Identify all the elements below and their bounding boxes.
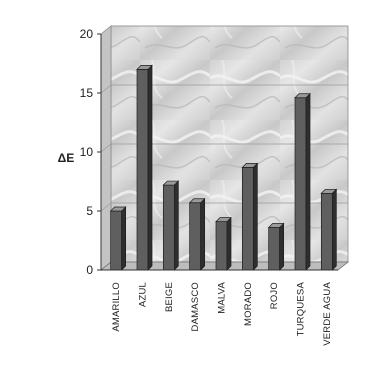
bar-front xyxy=(320,192,333,271)
x-category-label: ROJO xyxy=(269,282,280,309)
y-axis-title: ΔE xyxy=(58,151,75,165)
bar-top xyxy=(109,206,127,212)
bar-front xyxy=(162,184,175,271)
y-axis-ticks: 0 5 10 15 20 xyxy=(80,27,338,277)
bar-front xyxy=(268,227,281,271)
bar-side xyxy=(147,64,153,271)
bar-front xyxy=(110,210,123,271)
bar-front xyxy=(294,97,307,271)
bar-top xyxy=(320,188,338,194)
bar-side xyxy=(121,206,127,271)
bar-side xyxy=(331,188,337,271)
bar-top xyxy=(241,162,259,168)
y-tick-label: 15 xyxy=(80,86,94,100)
bar-side xyxy=(173,180,179,271)
bar-front xyxy=(241,166,254,271)
bar xyxy=(267,222,285,271)
bar-side xyxy=(279,222,285,271)
bar-top xyxy=(294,93,311,99)
bar xyxy=(215,216,232,271)
bar-top xyxy=(215,217,232,222)
bar-side xyxy=(252,162,258,271)
y-tick-label: 0 xyxy=(86,263,93,277)
bars-group xyxy=(109,64,338,271)
y-tick-label: 10 xyxy=(80,145,94,159)
bar-top xyxy=(162,180,180,186)
bar xyxy=(188,197,206,271)
x-category-label: VERDE AGUA xyxy=(322,282,333,346)
gridlines xyxy=(100,25,348,212)
x-category-label: MORADO xyxy=(243,282,254,326)
bar xyxy=(109,206,127,271)
gridline xyxy=(100,25,348,35)
bar-top xyxy=(136,65,153,70)
bar-front xyxy=(189,202,202,271)
x-category-label: DAMASCO xyxy=(190,282,201,331)
gridline xyxy=(100,143,348,153)
bar xyxy=(320,188,338,271)
bar-top xyxy=(267,223,285,228)
gridline xyxy=(100,84,348,94)
gridline xyxy=(100,202,348,212)
bar xyxy=(162,180,180,271)
bar-side xyxy=(226,216,232,271)
bar xyxy=(294,92,311,271)
x-category-label: MALVA xyxy=(217,282,228,314)
bar xyxy=(241,162,259,271)
bar-front xyxy=(215,221,228,271)
x-axis-labels: AMARILLO AZUL BEIGE DAMASCO MALVA MORADO ROJO T… xyxy=(111,282,333,346)
bar-side xyxy=(200,197,206,271)
x-category-label: AZUL xyxy=(138,282,149,307)
y-tick-label: 5 xyxy=(86,204,93,218)
bar-top xyxy=(188,198,206,204)
x-category-label: BEIGE xyxy=(164,282,175,312)
x-category-label: TURQUESA xyxy=(296,282,307,337)
bar-front xyxy=(136,69,149,271)
bar xyxy=(136,64,153,271)
bar-side xyxy=(305,92,311,271)
y-tick-label: 20 xyxy=(80,27,94,41)
x-category-label: AMARILLO xyxy=(111,282,122,332)
